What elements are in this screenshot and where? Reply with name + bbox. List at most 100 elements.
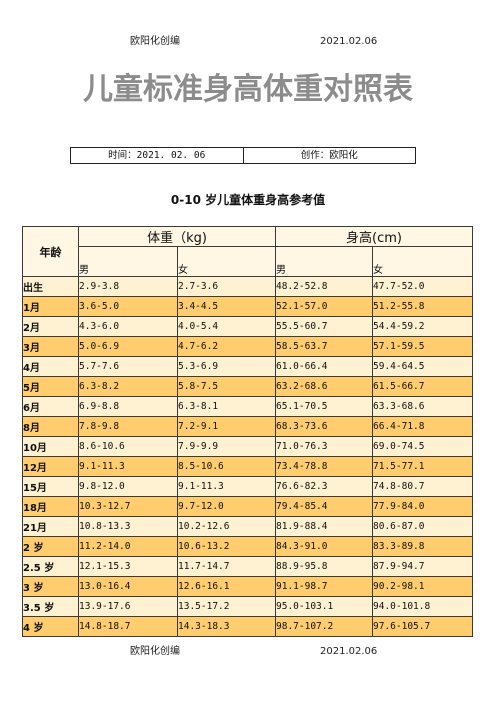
- height-female-cell: 63.3-68.6: [372, 396, 474, 417]
- table-title: 0-10 岁儿童体重身高参考值: [170, 193, 326, 207]
- height-male-cell: 63.2-68.6: [275, 376, 374, 397]
- table-row: 12月 9.1-11.3 8.5-10.6 73.4-78.8 71.5-77.1: [22, 456, 474, 477]
- weight-female-cell: 14.3-18.3: [176, 616, 277, 637]
- age-cell: 3.5 岁: [22, 596, 79, 617]
- table-row: 3.5 岁 13.9-17.6 13.5-17.2 95.0-103.1 94.0-10…: [22, 596, 474, 617]
- height-female-cell: 59.4-64.5: [372, 356, 474, 377]
- height-female-cell: 71.5-77.1: [372, 456, 474, 477]
- weight-female-cell: 6.3-8.1: [176, 396, 277, 417]
- table-row: 8月 7.8-9.8 7.2-9.1 68.3-73.6 66.4-71.8: [22, 416, 474, 437]
- weight-male-cell: 9.8-12.0: [78, 476, 178, 497]
- height-female-cell: 51.2-55.8: [372, 296, 474, 317]
- age-cell: 出生: [22, 276, 79, 297]
- table-row: 4月 5.7-7.6 5.3-6.9 61.0-66.4 59.4-64.5: [22, 356, 474, 377]
- height-female-cell: 74.8-80.7: [372, 476, 474, 497]
- meta-info-box: 时间：2021. 02. 06 创作：欧阳化: [70, 147, 416, 164]
- weight-male-cell: 4.3-6.0: [78, 316, 178, 337]
- table-row: 21月 10.8-13.3 10.2-12.6 81.9-88.4 80.6-87.0: [22, 516, 474, 537]
- meta-author: 创作：欧阳化: [300, 150, 358, 161]
- weight-female-cell: 9.1-11.3: [176, 476, 277, 497]
- age-cell: 21月: [22, 516, 79, 537]
- age-cell: 2月: [22, 316, 79, 337]
- meta-time: 时间：2021. 02. 06: [71, 148, 244, 163]
- age-cell: 4 岁: [22, 616, 79, 637]
- height-female-cell: 83.3-89.8: [372, 536, 474, 557]
- height-female-cell: 87.9-94.7: [372, 556, 474, 577]
- height-female-header: 女: [372, 246, 474, 277]
- table-row: 6月 6.9-8.8 6.3-8.1 65.1-70.5 63.3-68.6: [22, 396, 474, 417]
- weight-female-cell: 10.6-13.2: [176, 536, 277, 557]
- table-header-row: 年龄 体重（kg) 身高(cm): [22, 226, 474, 277]
- table-row: 10月 8.6-10.6 7.9-9.9 71.0-76.3 69.0-74.5: [22, 436, 474, 457]
- weight-male-cell: 13.9-17.6: [78, 596, 178, 617]
- height-female-cell: 90.2-98.1: [372, 576, 474, 597]
- table-row: 3月 5.0-6.9 4.7-6.2 58.5-63.7 57.1-59.5: [22, 336, 474, 357]
- height-male-cell: 61.0-66.4: [275, 356, 374, 377]
- age-cell: 5月: [22, 376, 79, 397]
- weight-male-cell: 11.2-14.0: [78, 536, 178, 557]
- age-cell: 4月: [22, 356, 79, 377]
- weight-male-cell: 9.1-11.3: [78, 456, 178, 477]
- weight-female-cell: 4.0-5.4: [176, 316, 277, 337]
- height-male-cell: 88.9-95.8: [275, 556, 374, 577]
- weight-female-cell: 3.4-4.5: [176, 296, 277, 317]
- running-header-author: 欧阳化创编: [130, 36, 180, 47]
- table-row: 18月 10.3-12.7 9.7-12.0 79.4-85.4 77.9-84.0: [22, 496, 474, 517]
- age-cell: 10月: [22, 436, 79, 457]
- height-female-cell: 61.5-66.7: [372, 376, 474, 397]
- weight-female-cell: 4.7-6.2: [176, 336, 277, 357]
- height-male-cell: 71.0-76.3: [275, 436, 374, 457]
- running-footer-date: 2021.02.06: [320, 646, 378, 657]
- weight-male-cell: 10.8-13.3: [78, 516, 178, 537]
- height-male-cell: 73.4-78.8: [275, 456, 374, 477]
- table-subheader-row: 男 女 男 女: [22, 246, 474, 277]
- table-row: 5月 6.3-8.2 5.8-7.5 63.2-68.6 61.5-66.7: [22, 376, 474, 397]
- table-row: 出生 2.9-3.8 2.7-3.6 48.2-52.8 47.7-52.0: [22, 276, 474, 297]
- height-male-cell: 84.3-91.0: [275, 536, 374, 557]
- weight-male-cell: 7.8-9.8: [78, 416, 178, 437]
- weight-female-cell: 11.7-14.7: [176, 556, 277, 577]
- weight-female-cell: 10.2-12.6: [176, 516, 277, 537]
- weight-male-cell: 5.7-7.6: [78, 356, 178, 377]
- height-female-cell: 47.7-52.0: [372, 276, 474, 297]
- height-female-cell: 66.4-71.8: [372, 416, 474, 437]
- weight-female-cell: 12.6-16.1: [176, 576, 277, 597]
- weight-male-cell: 10.3-12.7: [78, 496, 178, 517]
- height-female-cell: 57.1-59.5: [372, 336, 474, 357]
- table-row: 2.5 岁 12.1-15.3 11.7-14.7 88.9-95.8 87.9-94.…: [22, 556, 474, 577]
- table-row: 15月 9.8-12.0 9.1-11.3 76.6-82.3 74.8-80.7: [22, 476, 474, 497]
- weight-female-cell: 7.2-9.1: [176, 416, 277, 437]
- height-female-cell: 97.6-105.7: [372, 616, 474, 637]
- age-cell: 6月: [22, 396, 79, 417]
- document-title: 儿童标准身高体重对照表: [83, 72, 413, 107]
- table-row: 3 岁 13.0-16.4 12.6-16.1 91.1-98.7 90.2-98.1: [22, 576, 474, 597]
- weight-header: 体重（kg): [77, 226, 277, 247]
- age-cell: 3 岁: [22, 576, 79, 597]
- height-male-cell: 52.1-57.0: [275, 296, 374, 317]
- age-cell: 12月: [22, 456, 79, 477]
- weight-male-cell: 12.1-15.3: [78, 556, 178, 577]
- weight-male-cell: 13.0-16.4: [78, 576, 178, 597]
- table-row: 4 岁 14.8-18.7 14.3-18.3 98.7-107.2 97.6-105.…: [22, 616, 474, 637]
- weight-female-cell: 13.5-17.2: [176, 596, 277, 617]
- weight-female-cell: 2.7-3.6: [176, 276, 277, 297]
- age-cell: 2 岁: [22, 536, 79, 557]
- height-male-cell: 76.6-82.3: [275, 476, 374, 497]
- weight-female-cell: 7.9-9.9: [176, 436, 277, 457]
- height-male-cell: 79.4-85.4: [275, 496, 374, 517]
- height-female-cell: 80.6-87.0: [372, 516, 474, 537]
- height-header: 身高(cm): [275, 226, 474, 247]
- weight-male-cell: 2.9-3.8: [78, 276, 178, 297]
- height-male-cell: 65.1-70.5: [275, 396, 374, 417]
- height-male-cell: 98.7-107.2: [275, 616, 374, 637]
- height-male-header: 男: [275, 246, 374, 277]
- weight-female-cell: 5.3-6.9: [176, 356, 277, 377]
- age-cell: 3月: [22, 336, 79, 357]
- height-female-cell: 69.0-74.5: [372, 436, 474, 457]
- weight-female-cell: 9.7-12.0: [176, 496, 277, 517]
- weight-male-cell: 6.3-8.2: [78, 376, 178, 397]
- height-male-cell: 68.3-73.6: [275, 416, 374, 437]
- height-female-cell: 94.0-101.8: [372, 596, 474, 617]
- height-female-cell: 54.4-59.2: [372, 316, 474, 337]
- weight-male-cell: 3.6-5.0: [78, 296, 178, 317]
